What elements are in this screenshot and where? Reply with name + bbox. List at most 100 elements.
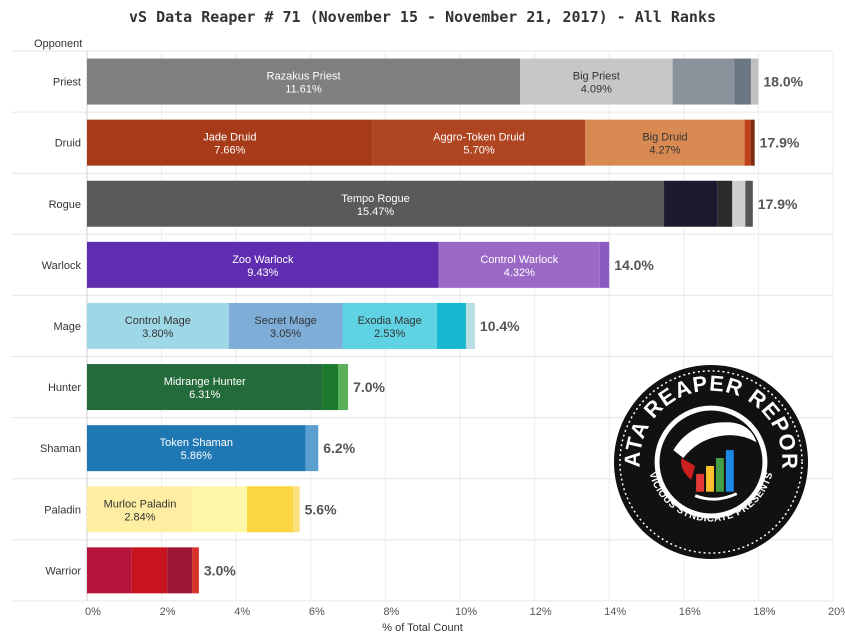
x-tick-label: 18% bbox=[753, 606, 775, 618]
x-tick-label: 2% bbox=[160, 606, 176, 618]
segment-label: Aggro-Token Druid bbox=[433, 132, 525, 144]
total-label: 6.2% bbox=[323, 440, 355, 456]
segment-value-label: 2.53% bbox=[374, 328, 405, 340]
segment-label: Razakus Priest bbox=[267, 71, 341, 83]
row-header-label: Opponent bbox=[34, 38, 83, 50]
bar-segment bbox=[87, 241, 439, 288]
segment-value-label: 6.31% bbox=[189, 389, 220, 401]
category-label: Paladin bbox=[44, 504, 81, 516]
bar-segment bbox=[87, 119, 373, 166]
segment-label: Zoo Warlock bbox=[232, 254, 294, 266]
x-tick-label: 0% bbox=[85, 606, 101, 618]
data-reaper-report-logo: DATA REAPER REPORT VICIOUS SYNDICATE PRE… bbox=[612, 363, 809, 560]
segment-value-label: 4.09% bbox=[581, 84, 612, 96]
segment-label: Jade Druid bbox=[203, 132, 256, 144]
bar-segment bbox=[87, 547, 132, 594]
bar-segment bbox=[745, 180, 753, 227]
x-tick-labels: 0% 2% 4% 6% 8% 10% 12% 14% 16% 18% 20% bbox=[85, 606, 845, 618]
segment-label: Control Mage bbox=[125, 315, 191, 327]
x-axis-title: % of Total Count bbox=[382, 622, 463, 634]
segment-label: Big Priest bbox=[573, 71, 620, 83]
bar-segment bbox=[438, 241, 600, 288]
segment-label: Murloc Paladin bbox=[104, 498, 177, 510]
total-label: 10.4% bbox=[480, 318, 520, 334]
bar-segment bbox=[87, 364, 323, 411]
bar-segment bbox=[192, 547, 199, 594]
x-tick-label: 4% bbox=[234, 606, 250, 618]
segment-value-label: 2.84% bbox=[124, 511, 155, 523]
bar-segment bbox=[372, 119, 586, 166]
segment-value-label: 15.47% bbox=[357, 206, 395, 218]
total-label: 14.0% bbox=[614, 257, 654, 273]
segment-value-label: 4.27% bbox=[649, 145, 680, 157]
total-label: 7.0% bbox=[353, 379, 385, 395]
segment-label: Big Druid bbox=[642, 132, 687, 144]
segment-label: Exodia Mage bbox=[358, 315, 422, 327]
segment-value-label: 3.05% bbox=[270, 328, 301, 340]
bar-segment bbox=[87, 58, 521, 105]
x-tick-label: 20% bbox=[828, 606, 845, 618]
segment-label: Control Warlock bbox=[480, 254, 558, 266]
segment-label: Tempo Rogue bbox=[341, 193, 410, 205]
bar-segment bbox=[744, 119, 751, 166]
total-label: 5.6% bbox=[305, 501, 337, 517]
segment-value-label: 4.32% bbox=[504, 267, 535, 279]
bar-segment bbox=[717, 180, 733, 227]
reaper-mark-icon bbox=[673, 422, 757, 501]
x-tick-label: 6% bbox=[309, 606, 325, 618]
bar-segment bbox=[750, 119, 755, 166]
bar-segment bbox=[293, 486, 300, 533]
bar-segment bbox=[520, 58, 673, 105]
bar-segment bbox=[734, 58, 751, 105]
category-label: Mage bbox=[53, 321, 81, 333]
x-tick-label: 16% bbox=[679, 606, 701, 618]
total-label: 17.9% bbox=[760, 135, 800, 151]
segment-value-label: 9.43% bbox=[247, 267, 278, 279]
bar-segment bbox=[87, 486, 193, 533]
category-labels: Priest Druid Rogue Warlock Mage Hunter Shaman P… bbox=[40, 77, 81, 578]
bar-segment bbox=[228, 302, 343, 349]
x-tick-label: 14% bbox=[604, 606, 626, 618]
segment-value-label: 5.86% bbox=[181, 450, 212, 462]
segment-label: Token Shaman bbox=[160, 437, 233, 449]
total-label: 18.0% bbox=[763, 74, 803, 90]
category-label: Shaman bbox=[40, 443, 81, 455]
bar-segment bbox=[167, 547, 193, 594]
bar-segment bbox=[436, 302, 466, 349]
category-label: Warrior bbox=[45, 565, 81, 577]
bar-segment bbox=[585, 119, 745, 166]
category-label: Warlock bbox=[42, 260, 82, 272]
x-tick-label: 10% bbox=[455, 606, 477, 618]
category-label: Hunter bbox=[48, 382, 81, 394]
x-tick-label: 8% bbox=[383, 606, 399, 618]
bar-segment bbox=[192, 486, 248, 533]
bar-segment bbox=[750, 58, 759, 105]
segment-label: Midrange Hunter bbox=[164, 376, 246, 388]
bar-segment bbox=[342, 302, 437, 349]
bar-segment bbox=[599, 241, 610, 288]
bar-segment bbox=[87, 302, 229, 349]
chart-title: vS Data Reaper # 71 (November 15 - Novem… bbox=[129, 8, 716, 26]
bar-segment bbox=[465, 302, 475, 349]
x-tick-label: 12% bbox=[530, 606, 552, 618]
bar-segment bbox=[338, 364, 349, 411]
segment-value-label: 11.61% bbox=[285, 84, 322, 96]
bar-segment bbox=[87, 180, 665, 227]
bar-segment bbox=[305, 425, 319, 472]
total-label: 3.0% bbox=[204, 562, 236, 578]
category-label: Rogue bbox=[49, 199, 81, 211]
bar-segment bbox=[87, 425, 306, 472]
segment-value-label: 3.80% bbox=[142, 328, 173, 340]
bar-segment bbox=[247, 486, 294, 533]
bar-segment bbox=[732, 180, 746, 227]
total-label: 17.9% bbox=[758, 196, 798, 212]
category-label: Druid bbox=[55, 138, 81, 150]
category-label: Priest bbox=[53, 77, 81, 89]
segment-value-label: 5.70% bbox=[463, 145, 494, 157]
segment-value-label: 7.66% bbox=[214, 145, 245, 157]
bar-segment bbox=[131, 547, 168, 594]
bar-segment bbox=[322, 364, 339, 411]
segment-label: Secret Mage bbox=[254, 315, 316, 327]
